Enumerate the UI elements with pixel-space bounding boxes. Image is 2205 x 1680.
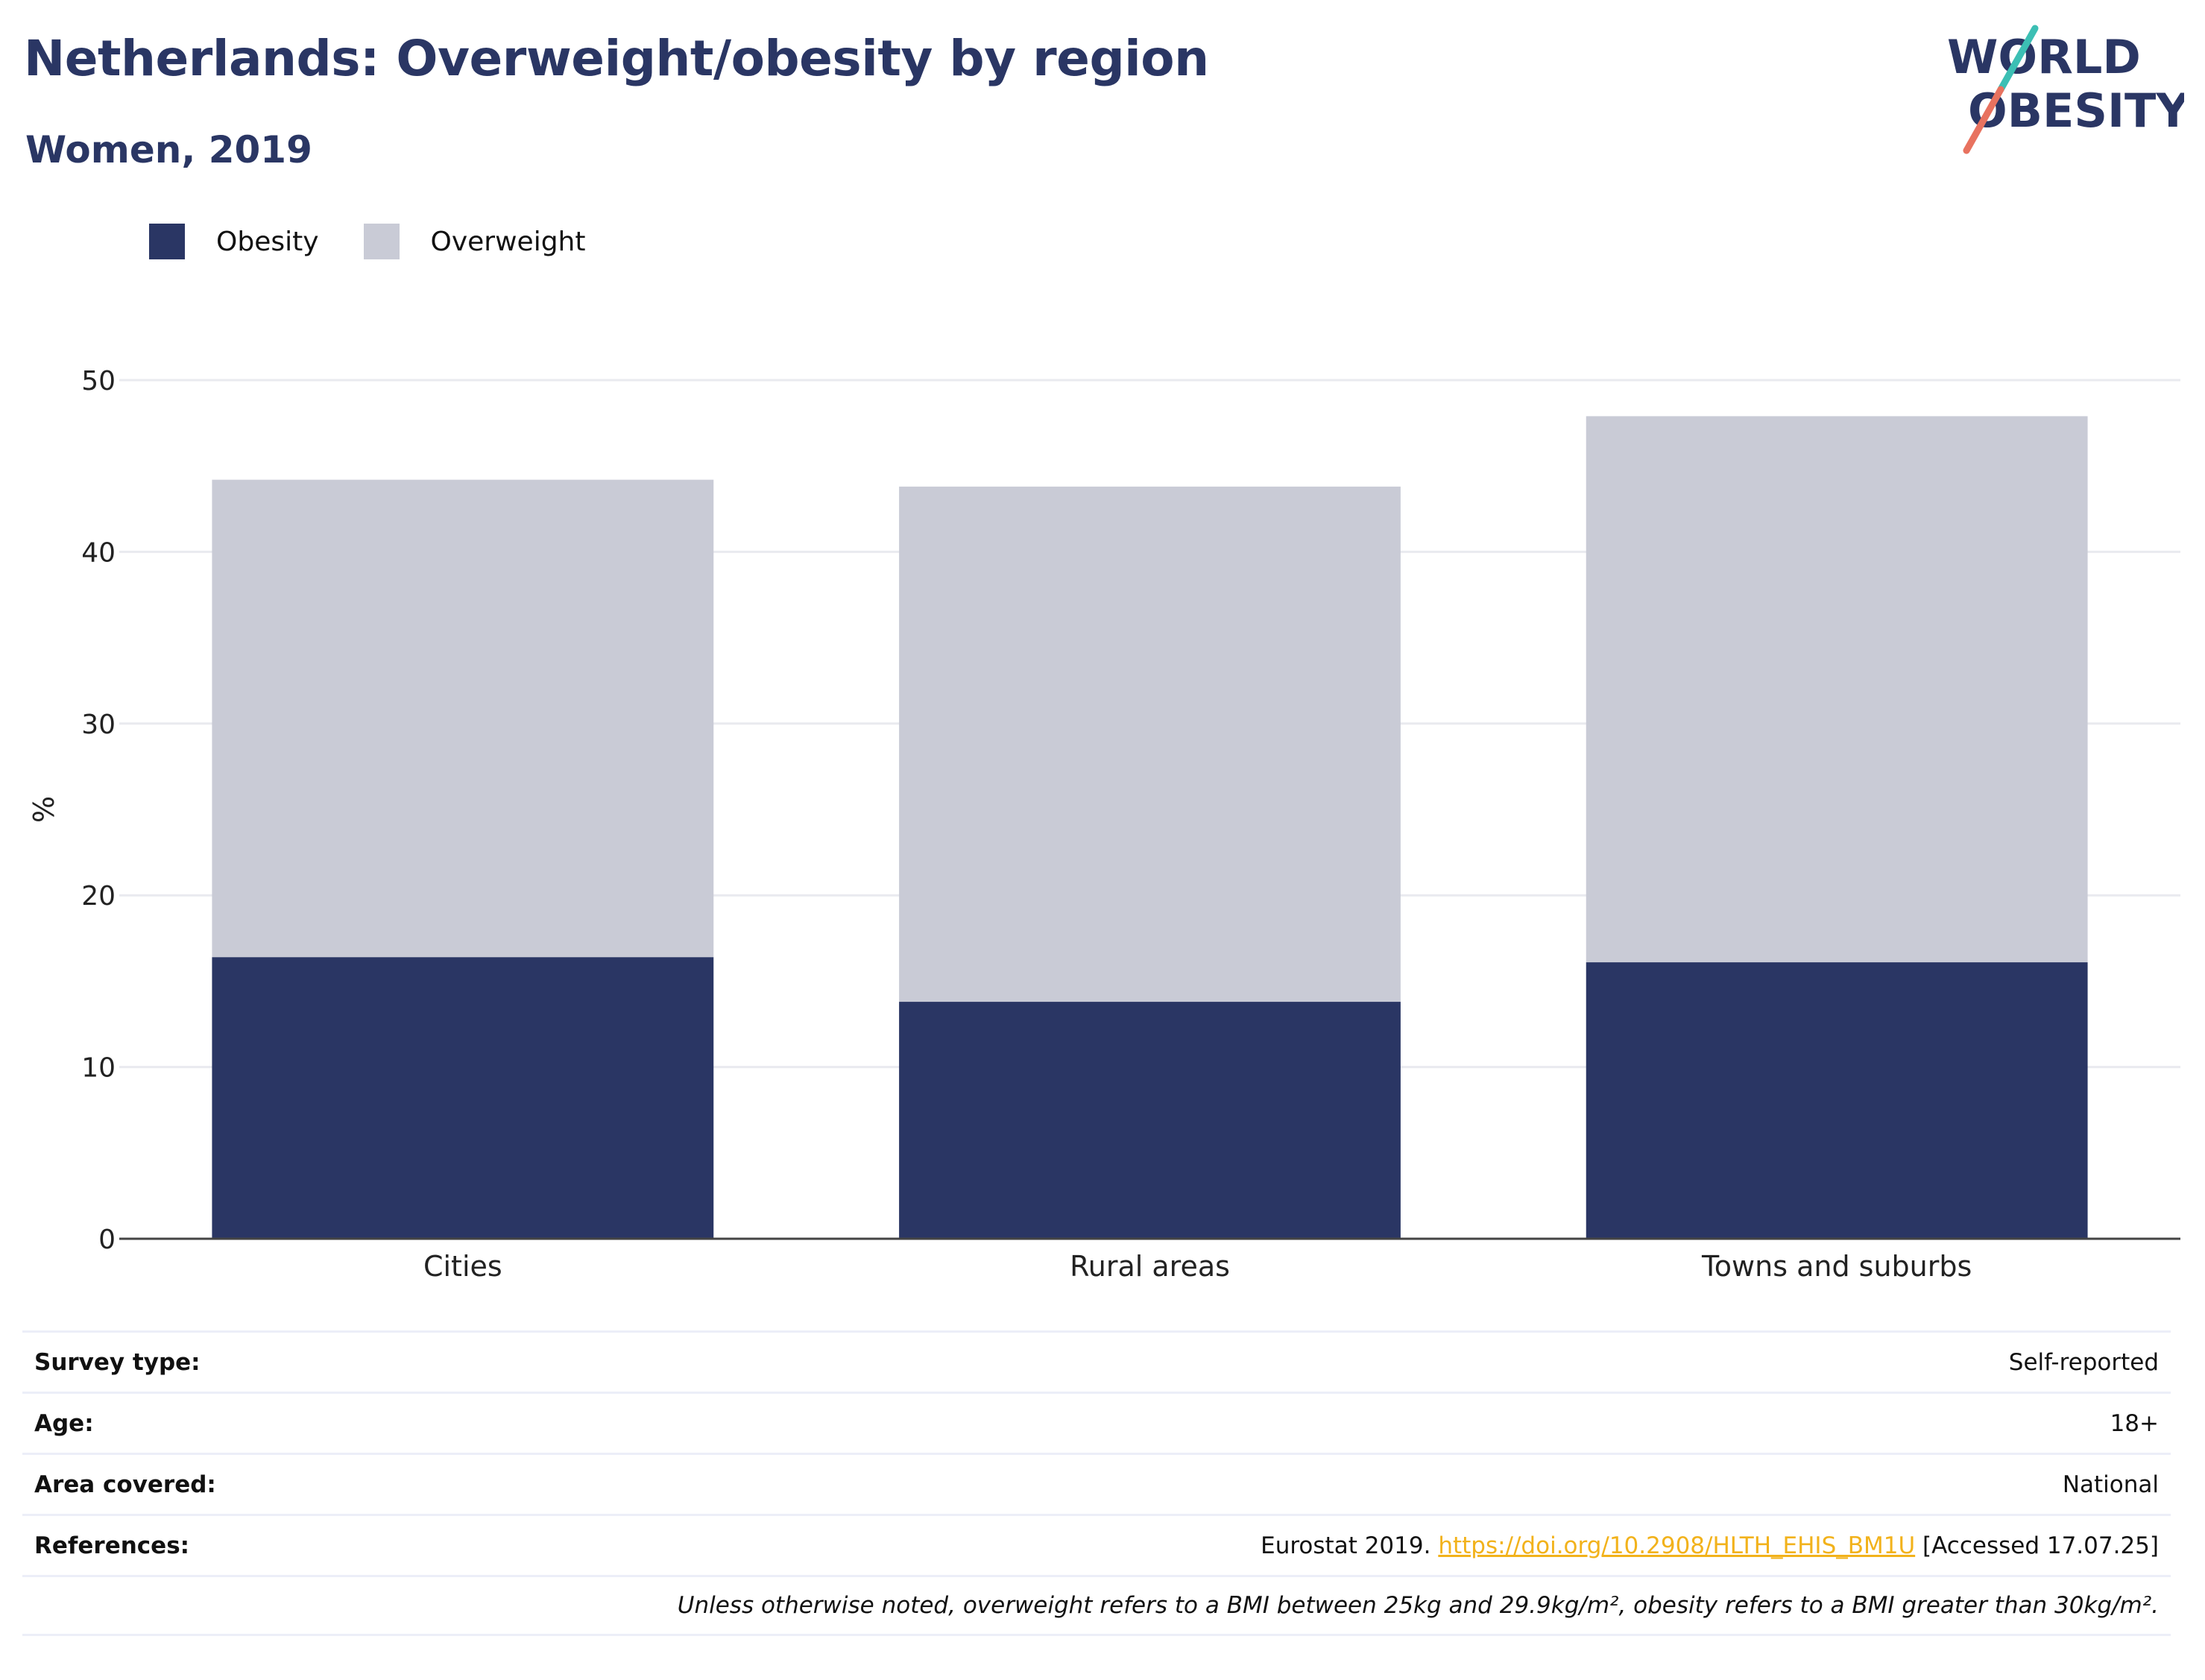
info-value: 18+ — [2110, 1409, 2159, 1437]
y-tick-label: 0 — [98, 1225, 116, 1255]
logo-stroke-teal — [1997, 25, 2039, 93]
logo-line1: WORLD — [1947, 30, 2141, 84]
references-link[interactable]: https://doi.org/10.2908/HLTH_EHIS_BM1U — [1438, 1532, 1916, 1559]
legend-item-overweight[interactable]: Overweight — [363, 224, 586, 259]
info-row-note: Unless otherwise noted, overweight refer… — [22, 1575, 2171, 1636]
info-row-survey-type: Survey type: Self-reported — [22, 1330, 2171, 1392]
info-label: Area covered: — [34, 1471, 216, 1498]
references-prefix: Eurostat 2019. — [1261, 1532, 1431, 1559]
y-tick-label: 20 — [81, 881, 116, 912]
legend-item-obesity[interactable]: Obesity — [149, 224, 319, 259]
chart-title: Netherlands: Overweight/obesity by regio… — [24, 30, 1209, 87]
definition-note: Unless otherwise noted, overweight refer… — [677, 1592, 2159, 1619]
survey-info-table: Survey type: Self-reported Age: 18+ Area… — [22, 1330, 2171, 1636]
info-row-age: Age: 18+ — [22, 1392, 2171, 1453]
y-axis-label: % — [28, 796, 60, 823]
info-row-references: References: Eurostat 2019. https://doi.o… — [22, 1514, 2171, 1575]
stacked-bar-chart: 0 10 20 30 40 50% Cities Rural areas Towns and s… — [28, 366, 2180, 1283]
legend-label-obesity: Obesity — [216, 226, 319, 257]
logo-stroke-coral — [1963, 86, 2004, 154]
legend-label-overweight: Overweight — [430, 226, 586, 257]
bar-obesity-cities — [212, 957, 714, 1239]
y-tick-label: 10 — [81, 1053, 116, 1084]
info-value: Self-reported — [2008, 1348, 2159, 1376]
info-row-area-covered: Area covered: National — [22, 1453, 2171, 1514]
info-value: National — [2062, 1471, 2159, 1498]
x-tick-label: Towns and suburbs — [1701, 1250, 1972, 1283]
world-obesity-logo: WORLD OBESITY — [1947, 25, 2184, 154]
info-label: References: — [34, 1532, 190, 1559]
x-tick-label: Cities — [423, 1250, 502, 1283]
bar-obesity-towns-and-suburbs — [1586, 962, 2088, 1239]
y-tick-label: 30 — [81, 710, 116, 740]
logo-line2: OBESITY — [1968, 83, 2184, 138]
bar-overweight-towns-and-suburbs — [1586, 416, 2088, 963]
chart-legend: Obesity Overweight — [149, 222, 630, 261]
x-tick-label: Rural areas — [1070, 1250, 1230, 1283]
references-suffix: [Accessed 17.07.25] — [1922, 1532, 2159, 1559]
y-tick-label: 50 — [81, 366, 116, 397]
chart-subtitle: Women, 2019 — [25, 128, 312, 171]
y-tick-label: 40 — [81, 537, 116, 568]
info-label: Survey type: — [34, 1348, 201, 1376]
info-label: Age: — [34, 1409, 94, 1437]
bar-obesity-rural-areas — [899, 1002, 1401, 1239]
legend-swatch-obesity — [149, 224, 185, 259]
references-value: Eurostat 2019. https://doi.org/10.2908/H… — [1261, 1532, 2159, 1559]
bar-overweight-rural-areas — [899, 486, 1401, 1002]
legend-swatch-overweight — [363, 224, 400, 259]
bar-overweight-cities — [212, 479, 714, 958]
